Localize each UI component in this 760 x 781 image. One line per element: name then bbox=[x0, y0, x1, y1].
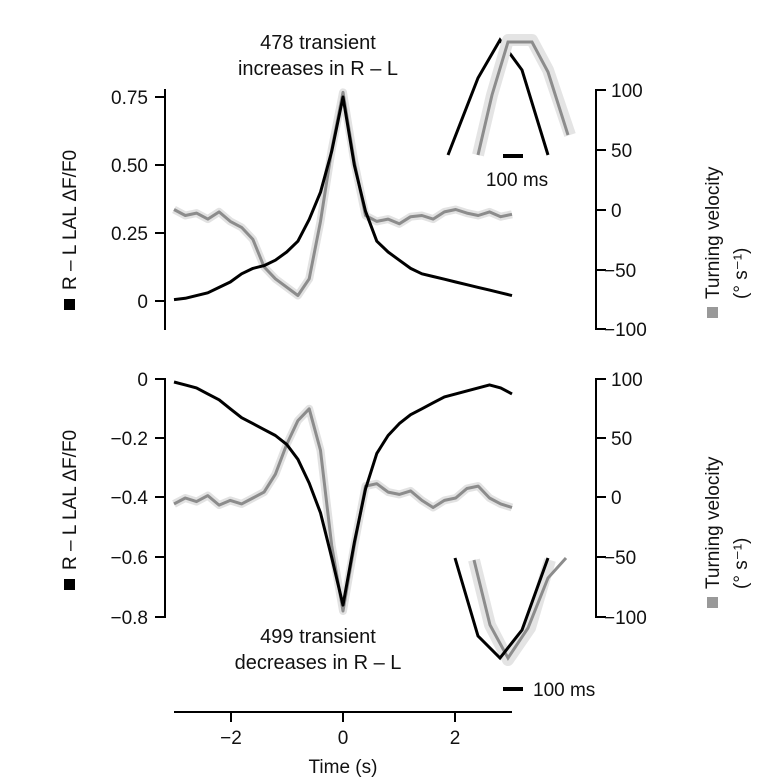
top-left-ticks: 0.75 0.50 0.25 0 bbox=[111, 88, 165, 313]
top-title-line2: increases in R – L bbox=[238, 58, 398, 80]
bottom-left-tick-label: −0.4 bbox=[110, 488, 148, 509]
inset-scalebar-label: 100 ms bbox=[486, 170, 548, 191]
top-right-ylabel-line1: Turning velocity bbox=[703, 166, 724, 299]
top-right-ylabel-line2: (° s⁻¹) bbox=[731, 248, 752, 299]
top-plot-area bbox=[172, 88, 513, 302]
gray-series-legend-square bbox=[707, 307, 718, 318]
top-right-tick-label: 0 bbox=[611, 201, 622, 222]
bottom-lal-signal-line bbox=[173, 380, 513, 607]
inset-black-trace bbox=[453, 557, 550, 661]
bottom-right-ylabel: Turning velocity (° s⁻¹) bbox=[703, 456, 752, 608]
inset-gray-trace bbox=[472, 556, 568, 661]
bottom-inset: 100 ms bbox=[453, 556, 595, 701]
inset-black-trace bbox=[446, 37, 550, 156]
bottom-right-tick-label: 50 bbox=[611, 429, 632, 450]
black-series-legend-square bbox=[64, 299, 75, 310]
top-turning-velocity-line bbox=[173, 90, 513, 297]
top-right-ticks: 100 50 0 −50 −100 bbox=[596, 81, 647, 341]
bottom-title: 499 transient decreases in R – L bbox=[235, 626, 402, 674]
top-right-tick-label: 100 bbox=[611, 81, 643, 102]
top-left-ylabel-text: R – L LAL ΔF/F0 bbox=[60, 150, 81, 290]
bottom-left-ticks: 0 −0.2 −0.4 −0.6 −0.8 bbox=[110, 370, 165, 629]
top-title-line1: 478 transient bbox=[260, 32, 376, 54]
top-title: 478 transient increases in R – L bbox=[238, 32, 398, 80]
top-left-tick-label: 0.75 bbox=[111, 88, 148, 109]
bottom-left-ylabel: R – L LAL ΔF/F0 bbox=[60, 430, 81, 590]
bottom-right-tick-label: −50 bbox=[604, 548, 636, 569]
bottom-plot-area bbox=[172, 380, 514, 615]
bottom-right-tick-label: 100 bbox=[611, 370, 643, 391]
x-tick-label: 2 bbox=[450, 728, 461, 749]
bottom-left-tick-label: −0.8 bbox=[110, 608, 148, 629]
bottom-title-line1: 499 transient bbox=[260, 626, 376, 648]
x-axis-label: Time (s) bbox=[309, 757, 378, 778]
bottom-left-tick-label: −0.6 bbox=[110, 548, 148, 569]
bottom-right-tick-label: −100 bbox=[604, 608, 647, 629]
bottom-right-ylabel-line1: Turning velocity bbox=[703, 456, 724, 589]
bottom-right-ylabel-line2: (° s⁻¹) bbox=[731, 538, 752, 589]
inset-gray-trace bbox=[476, 40, 570, 156]
inset-scalebar-label: 100 ms bbox=[533, 680, 595, 701]
top-right-tick-label: −50 bbox=[604, 261, 636, 282]
top-inset: 100 ms bbox=[446, 34, 576, 191]
bottom-right-tick-label: 0 bbox=[611, 488, 622, 509]
x-ticks: −2 0 2 bbox=[220, 712, 460, 749]
top-lal-signal-line bbox=[173, 95, 513, 302]
top-left-tick-label: 0.50 bbox=[111, 156, 148, 177]
x-tick-label: 0 bbox=[338, 728, 349, 749]
top-right-tick-label: −100 bbox=[604, 320, 647, 341]
bottom-title-line2: decreases in R – L bbox=[235, 652, 402, 674]
top-left-tick-label: 0 bbox=[137, 292, 148, 313]
bottom-left-ylabel-text: R – L LAL ΔF/F0 bbox=[60, 430, 81, 570]
top-right-ylabel: Turning velocity (° s⁻¹) bbox=[703, 166, 752, 318]
gray-series-legend-square bbox=[707, 597, 718, 608]
bottom-turning-velocity-line bbox=[173, 407, 513, 613]
top-right-tick-label: 50 bbox=[611, 141, 632, 162]
bottom-left-tick-label: −0.2 bbox=[110, 429, 148, 450]
x-tick-label: −2 bbox=[220, 728, 242, 749]
bottom-left-tick-label: 0 bbox=[137, 370, 148, 391]
top-left-tick-label: 0.25 bbox=[111, 224, 148, 245]
top-left-ylabel: R – L LAL ΔF/F0 bbox=[60, 150, 81, 310]
black-series-legend-square bbox=[64, 579, 75, 590]
bottom-right-ticks: 100 50 0 −50 −100 bbox=[596, 370, 647, 629]
